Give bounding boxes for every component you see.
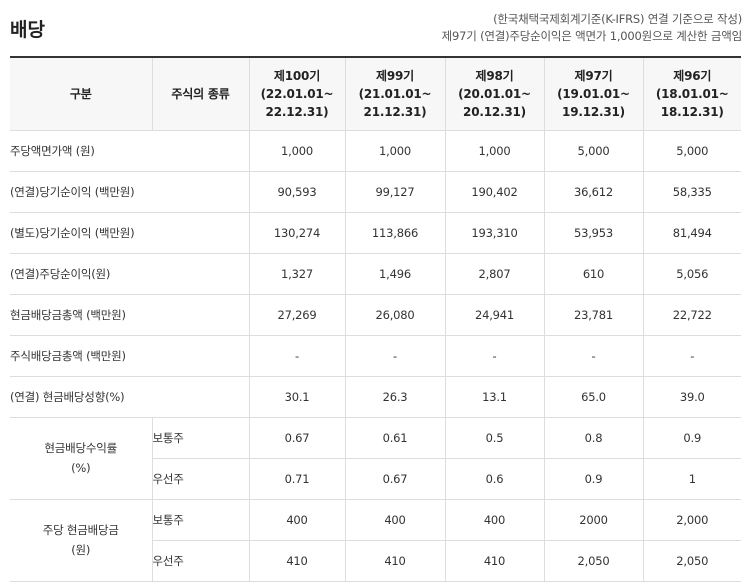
row-label: (연결)당기순이익 (백만원) [10, 171, 250, 213]
value-cell: 400 [345, 499, 446, 541]
row-label: 현금배당금총액 (백만원) [10, 294, 250, 336]
value-cell: 2,050 [643, 540, 741, 582]
stock-type-cell: 우선주 [152, 458, 250, 500]
value-cell: 1,496 [345, 253, 446, 295]
value-cell: 610 [544, 253, 644, 295]
table-row: (별도)당기순이익 (백만원) 130,274 113,866 193,310 … [10, 212, 741, 254]
value-cell: 2,050 [544, 540, 644, 582]
value-cell: 0.67 [345, 458, 446, 500]
value-cell: - [249, 335, 346, 377]
value-cell: 99,127 [345, 171, 446, 213]
header-period: 제98기 (20.01.01~ 20.12.31) [445, 56, 545, 131]
value-cell: 0.67 [249, 417, 346, 459]
value-cell: 410 [345, 540, 446, 582]
value-cell: 81,494 [643, 212, 741, 254]
value-cell: - [643, 335, 741, 377]
stock-type-cell: 우선주 [152, 540, 250, 582]
header-period: 제99기 (21.01.01~ 21.12.31) [345, 56, 446, 131]
row-label: 주식배당금총액 (백만원) [10, 335, 250, 377]
table-row: (연결) 현금배당성향(%) 30.1 26.3 13.1 65.0 39.0 [10, 376, 741, 418]
value-cell: 1,000 [445, 130, 545, 172]
value-cell: 30.1 [249, 376, 346, 418]
value-cell: 36,612 [544, 171, 644, 213]
value-cell: 0.6 [445, 458, 545, 500]
value-cell: 0.9 [643, 417, 741, 459]
value-cell: 410 [249, 540, 346, 582]
value-cell: 53,953 [544, 212, 644, 254]
value-cell: 13.1 [445, 376, 545, 418]
value-cell: 1 [643, 458, 741, 500]
value-cell: 5,000 [544, 130, 644, 172]
group-label: 현금배당수익률 (%) [10, 417, 153, 500]
stock-type-cell: 보통주 [152, 417, 250, 459]
header-period: 제96기 (18.01.01~ 18.12.31) [643, 56, 741, 131]
value-cell: 400 [445, 499, 545, 541]
table-row: 현금배당금총액 (백만원) 27,269 26,080 24,941 23,78… [10, 294, 741, 336]
row-label: (별도)당기순이익 (백만원) [10, 212, 250, 254]
header-category: 구분 [10, 56, 153, 131]
value-cell: 5,000 [643, 130, 741, 172]
value-cell: 0.9 [544, 458, 644, 500]
value-cell: 2000 [544, 499, 644, 541]
header-period: 제97기 (19.01.01~ 19.12.31) [544, 56, 644, 131]
value-cell: 90,593 [249, 171, 346, 213]
table-row: 우선주 410 410 410 2,050 2,050 [10, 540, 741, 582]
table-row: 현금배당수익률 (%) 보통주 0.67 0.61 0.5 0.8 0.9 [10, 417, 741, 500]
value-cell: 1,327 [249, 253, 346, 295]
value-cell: 0.5 [445, 417, 545, 459]
table-row: (연결)주당순이익(원) 1,327 1,496 2,807 610 5,056 [10, 253, 741, 295]
value-cell: 26.3 [345, 376, 446, 418]
note-line: 제97기 (연결)주당순이익은 액면가 1,000원으로 계산한 금액임 [441, 29, 743, 43]
value-cell: 2,000 [643, 499, 741, 541]
value-cell: 0.71 [249, 458, 346, 500]
value-cell: - [345, 335, 446, 377]
value-cell: 65.0 [544, 376, 644, 418]
value-cell: - [445, 335, 545, 377]
value-cell: 58,335 [643, 171, 741, 213]
value-cell: 190,402 [445, 171, 545, 213]
header-row: 구분 주식의 종류 제100기 (22.01.01~ 22.12.31) 제99기(… [10, 56, 741, 131]
value-cell: 24,941 [445, 294, 545, 336]
header-period: 제100기 (22.01.01~ 22.12.31) [249, 56, 346, 131]
value-cell: 26,080 [345, 294, 446, 336]
table-row: 주당액면가액 (원) 1,000 1,000 1,000 5,000 5,000 [10, 130, 741, 172]
notes: (한국채택국제회계기준(K-IFRS) 연결 기준으로 작성) 제97기 (연결… [441, 11, 743, 45]
value-cell: 23,781 [544, 294, 644, 336]
value-cell: 130,274 [249, 212, 346, 254]
header-stock-type: 주식의 종류 [152, 56, 250, 131]
dividend-table: 구분 주식의 종류 제100기 (22.01.01~ 22.12.31) 제99기(… [10, 56, 741, 582]
value-cell: 1,000 [249, 130, 346, 172]
section-title: 배당 [10, 19, 45, 41]
row-label: (연결) 현금배당성향(%) [10, 376, 250, 418]
value-cell: 113,866 [345, 212, 446, 254]
value-cell: 5,056 [643, 253, 741, 295]
value-cell: 0.8 [544, 417, 644, 459]
table-row: (연결)당기순이익 (백만원) 90,593 99,127 190,402 36… [10, 171, 741, 213]
value-cell: 193,310 [445, 212, 545, 254]
value-cell: 22,722 [643, 294, 741, 336]
value-cell: - [544, 335, 644, 377]
row-label: (연결)주당순이익(원) [10, 253, 250, 295]
group-label: 주당 현금배당금 (원) [10, 499, 153, 582]
table-row: 우선주 0.71 0.67 0.6 0.9 1 [10, 458, 741, 500]
value-cell: 2,807 [445, 253, 545, 295]
value-cell: 27,269 [249, 294, 346, 336]
stock-type-cell: 보통주 [152, 499, 250, 541]
value-cell: 0.61 [345, 417, 446, 459]
row-label: 주당액면가액 (원) [10, 130, 250, 172]
value-cell: 400 [249, 499, 346, 541]
table-row: 주당 현금배당금 (원) 보통주 400 400 400 2000 2,000 [10, 499, 741, 582]
note-line: (한국채택국제회계기준(K-IFRS) 연결 기준으로 작성) [493, 12, 742, 26]
value-cell: 1,000 [345, 130, 446, 172]
table-row: 주식배당금총액 (백만원) - - - - - [10, 335, 741, 377]
value-cell: 39.0 [643, 376, 741, 418]
value-cell: 410 [445, 540, 545, 582]
